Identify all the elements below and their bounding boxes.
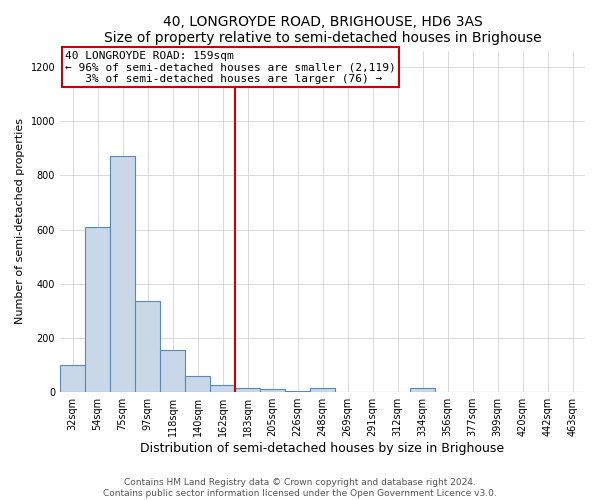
Bar [185, 376, 210, 392]
Bar [135, 302, 160, 392]
Bar [410, 388, 435, 392]
X-axis label: Distribution of semi-detached houses by size in Brighouse: Distribution of semi-detached houses by … [140, 442, 505, 455]
Bar [160, 350, 185, 392]
Bar [260, 390, 285, 392]
Bar [110, 156, 135, 392]
Text: 40 LONGROYDE ROAD: 159sqm
← 96% of semi-detached houses are smaller (2,119)
   3: 40 LONGROYDE ROAD: 159sqm ← 96% of semi-… [65, 50, 396, 84]
Bar [310, 388, 335, 392]
Bar [60, 365, 85, 392]
Bar [85, 228, 110, 392]
Text: Contains HM Land Registry data © Crown copyright and database right 2024.
Contai: Contains HM Land Registry data © Crown c… [103, 478, 497, 498]
Y-axis label: Number of semi-detached properties: Number of semi-detached properties [15, 118, 25, 324]
Bar [210, 386, 235, 392]
Bar [235, 388, 260, 392]
Title: 40, LONGROYDE ROAD, BRIGHOUSE, HD6 3AS
Size of property relative to semi-detache: 40, LONGROYDE ROAD, BRIGHOUSE, HD6 3AS S… [104, 15, 541, 45]
